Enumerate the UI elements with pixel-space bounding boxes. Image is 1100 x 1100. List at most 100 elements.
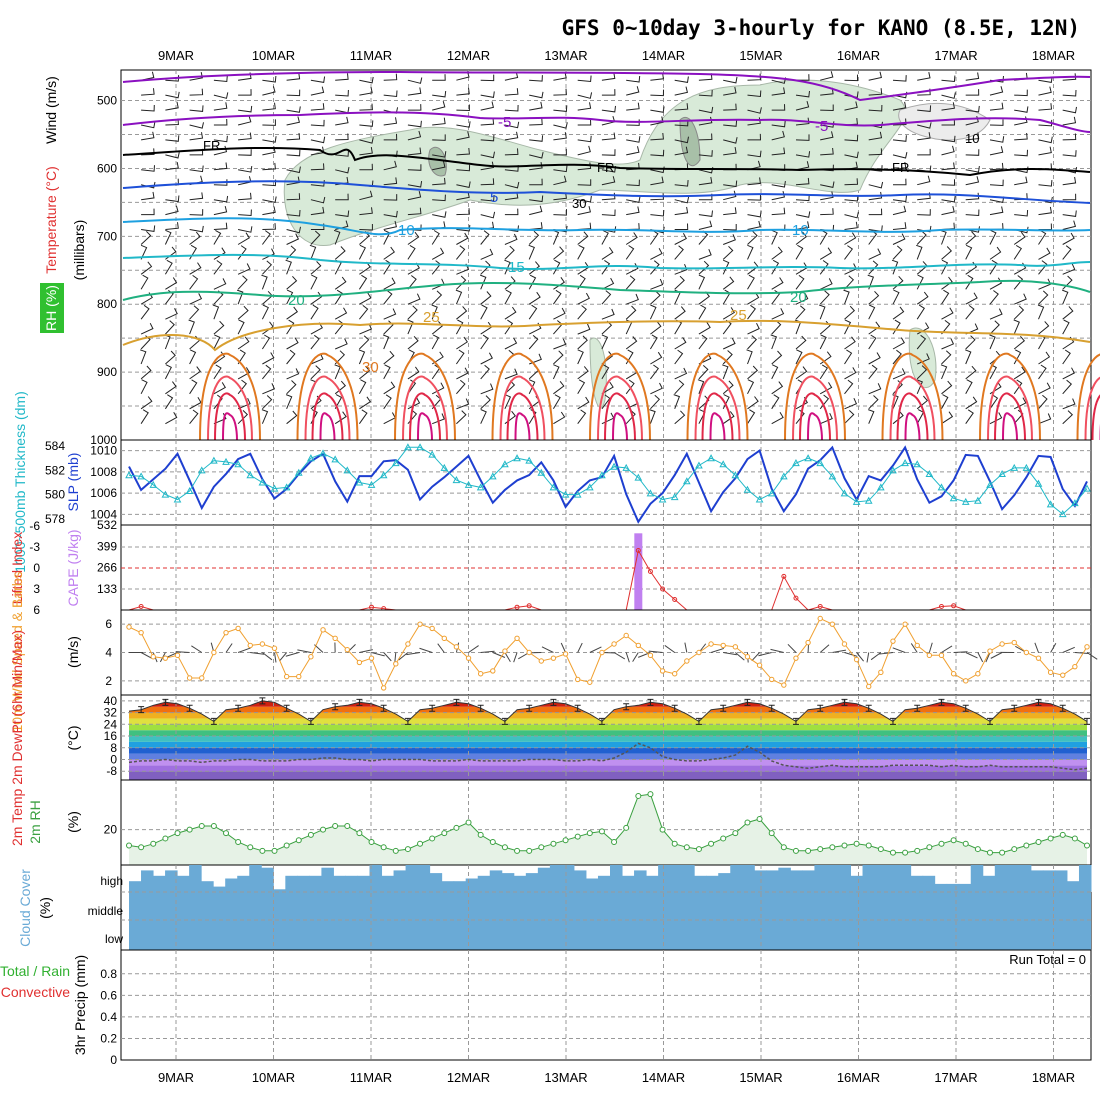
upper-barb-102 bbox=[723, 103, 737, 111]
rh-point-62 bbox=[877, 846, 884, 853]
wind10-barb-76 bbox=[1050, 642, 1057, 653]
upper-barb-460 bbox=[892, 233, 906, 245]
upper-barb-360 bbox=[359, 207, 373, 216]
upper-barb-221 bbox=[771, 147, 786, 156]
upper-barb-383 bbox=[917, 209, 931, 216]
upper-barb-693 bbox=[868, 321, 881, 335]
upper-barb-95 bbox=[553, 105, 568, 112]
upper-barb-779 bbox=[1062, 349, 1071, 365]
rh-point-48 bbox=[708, 840, 715, 847]
upper-barb-163 bbox=[310, 136, 326, 144]
upper-barb-736 bbox=[965, 335, 976, 350]
upper-barb-212 bbox=[553, 148, 567, 156]
upper-barb-191 bbox=[989, 136, 1005, 143]
upper-barb-501 bbox=[941, 246, 953, 260]
upper-barb-319 bbox=[310, 196, 326, 204]
thickness-point-41 bbox=[622, 463, 631, 471]
upper-barb-7 bbox=[310, 76, 326, 83]
upper-barb-447 bbox=[577, 231, 589, 245]
thickness-point-30 bbox=[488, 472, 497, 480]
date-label-bottom-0: 9MAR bbox=[158, 1070, 194, 1085]
upper-barb-593 bbox=[334, 289, 343, 305]
upper-barb-394 bbox=[237, 226, 253, 233]
upper-barb-749 bbox=[334, 350, 346, 365]
li-ytick-1: -3 bbox=[29, 540, 40, 554]
upper-barb-621 bbox=[1014, 293, 1027, 305]
upper-barb-672 bbox=[359, 323, 373, 335]
upper-barb-72 bbox=[941, 92, 956, 99]
upper-barb-747 bbox=[286, 349, 296, 365]
wind10-barb-19 bbox=[359, 649, 373, 653]
upper-barb-669 bbox=[286, 319, 295, 335]
upper-barb-538 bbox=[891, 259, 899, 275]
wind10-point-33 bbox=[526, 649, 532, 656]
thickness-point-40 bbox=[610, 462, 618, 470]
diurnal-loop-2-1 bbox=[402, 375, 448, 441]
wind10-point-40 bbox=[611, 641, 617, 647]
upper-barb-716 bbox=[480, 334, 489, 350]
thickness-point-74 bbox=[1022, 463, 1031, 471]
wind10-barb-68 bbox=[953, 651, 968, 653]
wind10-barb-1 bbox=[140, 652, 153, 659]
upper-barb-208 bbox=[456, 147, 470, 156]
temp-minmax-43 bbox=[647, 698, 654, 706]
upper-barb-887 bbox=[844, 397, 858, 410]
upper-barb-121 bbox=[237, 115, 252, 126]
diurnal-loop-0-2 bbox=[214, 392, 246, 441]
wind10-point-71 bbox=[987, 648, 993, 654]
upper-barb-105 bbox=[795, 100, 810, 111]
rh-point-59 bbox=[841, 842, 848, 849]
contour-minus10 bbox=[122, 70, 1091, 102]
diurnal-loop-5-1 bbox=[694, 375, 741, 441]
thickness-point-62 bbox=[877, 483, 885, 491]
upper-barb-306 bbox=[941, 179, 955, 186]
thickness-point-23 bbox=[404, 443, 412, 451]
upper-barb-639 bbox=[504, 306, 517, 320]
rh-point-21 bbox=[380, 844, 387, 851]
precip-ytick-0: 0.8 bbox=[100, 967, 117, 981]
upper-barb-567 bbox=[650, 278, 664, 290]
diurnal-loop-4-0 bbox=[589, 352, 651, 441]
upper-barb-918 bbox=[649, 409, 656, 424]
upper-barb-673 bbox=[383, 320, 394, 335]
contour-label-plus30: 30 bbox=[362, 359, 379, 376]
upper-barb-861 bbox=[213, 394, 223, 410]
upper-barb-52 bbox=[456, 87, 470, 96]
diurnal-loop-6-0 bbox=[784, 352, 846, 441]
rh-y-ticks: 20 bbox=[104, 823, 118, 837]
upper-barb-486 bbox=[577, 244, 585, 260]
cloud-high-bar-53 bbox=[766, 870, 779, 892]
rh-point-4 bbox=[174, 830, 181, 837]
upper-barb-573 bbox=[795, 274, 805, 290]
upper-barb-417 bbox=[795, 221, 810, 230]
upper-barb-296 bbox=[698, 176, 713, 186]
thickness-point-79 bbox=[1083, 484, 1091, 492]
upper-barb-711 bbox=[359, 335, 370, 350]
cloud-high-bar-40 bbox=[610, 865, 623, 892]
upper-barb-894 bbox=[1013, 397, 1027, 410]
upper-barb-741 bbox=[139, 349, 147, 365]
temp-minmax-25 bbox=[429, 704, 436, 712]
wind10-point-74 bbox=[1023, 649, 1030, 656]
wind10-point-44 bbox=[659, 668, 666, 674]
diurnal-loop-3-1 bbox=[499, 375, 546, 441]
temp-band-9 bbox=[129, 718, 1087, 725]
diurnal-loop-3-0 bbox=[491, 352, 554, 441]
contour-plus10 bbox=[122, 217, 1091, 236]
temp-band-8 bbox=[129, 724, 1087, 731]
li-ytick-2: 0 bbox=[33, 561, 40, 575]
upper-barb-839 bbox=[625, 379, 635, 395]
upper-barb-825 bbox=[286, 380, 297, 395]
rh-label-30: 30 bbox=[572, 196, 586, 211]
cape-y-ticks: -6 -3 0 3 6 532 399 266 133 bbox=[29, 518, 117, 617]
upper-barb-805 bbox=[747, 365, 759, 380]
upper-barb-246 bbox=[432, 161, 446, 171]
upper-barb-837 bbox=[577, 379, 586, 395]
upper-barb-831 bbox=[431, 382, 445, 395]
wind10-point-47 bbox=[696, 649, 702, 656]
upper-barb-700 bbox=[1038, 321, 1050, 335]
date-label-bottom-4: 13MAR bbox=[544, 1070, 587, 1085]
cloud-high-bar-78 bbox=[1066, 881, 1080, 892]
temp-minmax-63 bbox=[889, 717, 896, 725]
upper-barb-781 bbox=[164, 364, 172, 380]
